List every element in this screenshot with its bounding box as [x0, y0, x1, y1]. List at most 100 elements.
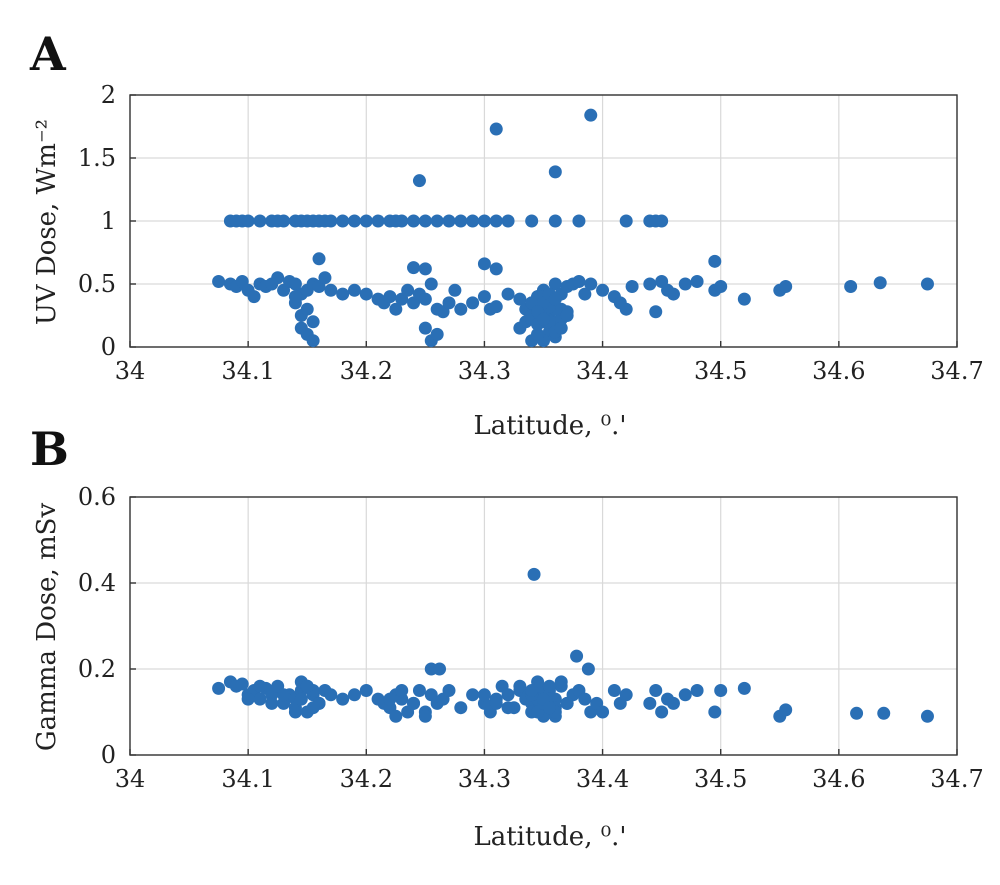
data-point	[371, 214, 385, 228]
chart-panel-b: 34 34.1 34.2 34.3 34.4 34.5 34.6 34.7 0 0.2 0.4 0.6	[78, 483, 984, 793]
data-point	[542, 701, 556, 715]
ylabel-a: UV Dose, Wm⁻²	[32, 119, 62, 325]
data-point	[619, 302, 633, 316]
data-point	[643, 696, 657, 710]
data-point	[560, 696, 574, 710]
data-point	[596, 705, 610, 719]
data-point	[324, 688, 338, 702]
data-point	[690, 274, 704, 288]
data-point	[513, 679, 527, 693]
data-point	[572, 274, 586, 288]
chart-panel-a: 34 34.1 34.2 34.3 34.4 34.5 34.6 34.7 0 0.5 1 1.5 2	[78, 81, 984, 385]
data-point	[489, 696, 503, 710]
data-point	[548, 165, 562, 179]
data-point	[477, 214, 491, 228]
data-point	[525, 214, 539, 228]
data-point	[584, 277, 598, 291]
data-point	[877, 706, 891, 720]
data-point	[288, 705, 302, 719]
data-point	[407, 214, 421, 228]
data-point	[548, 277, 562, 291]
data-point	[607, 684, 621, 697]
data-point	[383, 692, 397, 706]
x-tick-label: 34.1	[221, 765, 274, 793]
y-tick-label: 2	[101, 81, 116, 109]
data-point	[442, 214, 456, 228]
plot-frame	[129, 496, 958, 756]
y-tick-label: 1	[101, 207, 116, 235]
data-point	[347, 688, 361, 702]
data-point	[578, 692, 592, 706]
y-tick-label: 0.5	[78, 270, 116, 298]
data-point	[359, 684, 373, 697]
data-point	[253, 214, 267, 228]
x-tick-label: 34.3	[458, 357, 511, 385]
data-point	[560, 309, 574, 322]
data-point	[389, 302, 403, 316]
data-point	[277, 688, 291, 702]
data-point	[347, 214, 361, 228]
x-tick-label: 34.1	[221, 357, 274, 385]
data-point	[407, 261, 421, 275]
data-point	[477, 290, 491, 304]
xlabel-a: Latitude, ⁰.'	[473, 411, 626, 441]
data-point	[241, 214, 255, 228]
data-point	[649, 684, 663, 697]
data-point	[708, 254, 722, 268]
data-point	[265, 696, 279, 710]
data-point	[424, 277, 438, 291]
data-point	[407, 696, 421, 710]
data-point	[253, 679, 267, 693]
data-point	[737, 681, 751, 695]
data-point	[312, 252, 326, 266]
data-point	[430, 327, 444, 341]
data-point	[513, 292, 527, 306]
data-point	[678, 688, 692, 702]
data-point	[531, 327, 545, 341]
data-point	[714, 280, 728, 294]
data-point	[554, 675, 568, 689]
data-point	[300, 679, 314, 693]
x-tick-label: 34.6	[812, 357, 865, 385]
data-point	[708, 705, 722, 719]
panel-letter-b: B	[30, 422, 69, 476]
data-point	[489, 122, 503, 136]
ylabel-b: Gamma Dose, mSv	[32, 503, 62, 752]
data-point	[466, 296, 480, 310]
data-point	[395, 214, 409, 228]
data-point	[212, 274, 226, 288]
data-point	[779, 280, 793, 294]
data-point	[844, 280, 858, 294]
data-point	[477, 688, 491, 702]
data-point	[241, 692, 255, 706]
data-point	[501, 214, 515, 228]
data-point	[412, 684, 426, 697]
y-tick-label: 0.2	[78, 655, 116, 683]
data-point	[666, 696, 680, 710]
data-point	[418, 709, 432, 723]
data-point	[336, 287, 350, 301]
panel-letter-a: A	[29, 27, 67, 81]
data-point	[466, 214, 480, 228]
data-point	[527, 567, 541, 581]
data-point	[572, 214, 586, 228]
data-point	[489, 214, 503, 228]
data-point	[306, 315, 320, 329]
x-tick-label: 34.3	[458, 765, 511, 793]
data-point	[625, 280, 639, 294]
xlabel-b: Latitude, ⁰.'	[473, 822, 626, 852]
data-point	[318, 271, 332, 285]
data-point	[277, 214, 291, 228]
data-point	[666, 287, 680, 301]
x-tick-label: 34.7	[930, 765, 983, 793]
data-point	[477, 257, 491, 271]
data-point	[336, 214, 350, 228]
data-point	[359, 214, 373, 228]
y-tick-label: 0	[101, 333, 116, 361]
data-point	[448, 283, 462, 297]
data-point	[433, 662, 447, 676]
data-point	[655, 705, 669, 719]
data-point	[542, 679, 556, 693]
data-point	[306, 701, 320, 715]
